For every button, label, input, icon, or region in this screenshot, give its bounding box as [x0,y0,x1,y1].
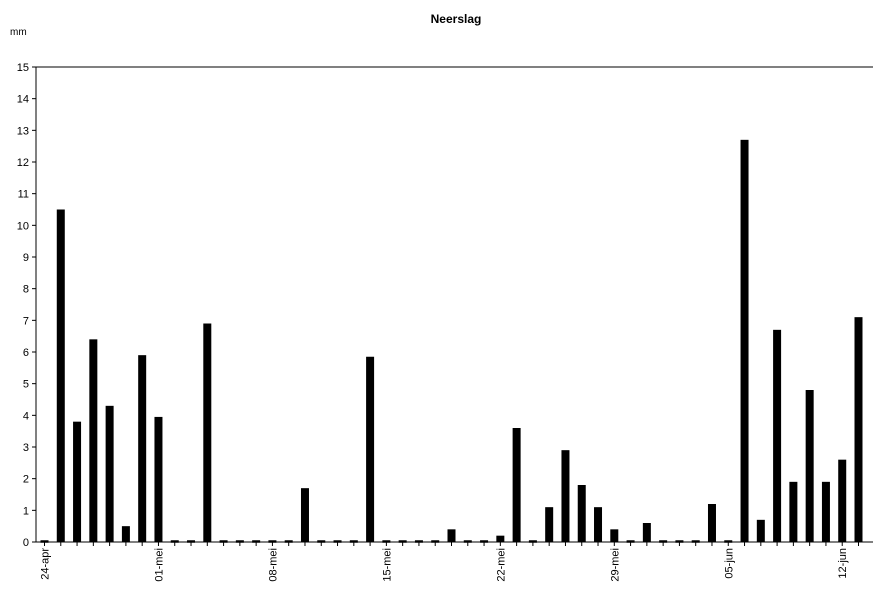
bar [577,485,586,542]
x-tick-label: 24-apr [40,548,52,580]
bar [805,390,814,542]
bar [154,416,163,542]
y-tick-label: 14 [17,94,29,106]
y-tick-label: 15 [17,62,29,74]
bar [854,317,863,542]
bar [105,405,114,542]
x-tick-label: 29-mei [609,548,621,582]
y-tick-label: 10 [17,220,29,232]
bar [138,355,147,542]
y-tick-label: 0 [23,537,29,549]
y-tick-label: 9 [23,252,29,264]
y-axis-unit-label: mm [10,27,27,38]
bar [610,529,619,542]
y-tick-label: 6 [23,347,29,359]
bar [203,323,212,542]
y-tick-label: 11 [18,189,29,201]
y-tick-label: 2 [23,474,29,486]
bar [73,421,82,542]
bar [496,535,505,542]
x-tick-label: 15-mei [381,548,393,582]
bar [561,450,570,542]
x-tick-label: 08-mei [267,548,279,582]
bar [56,209,65,542]
y-tick-label: 12 [17,157,29,169]
bar [821,481,830,542]
bar [594,507,603,542]
y-tick-label: 8 [23,284,29,296]
bar [366,356,375,542]
bar [300,488,309,542]
bar-series [56,139,863,543]
chart-title: Neerslag [431,12,482,26]
bar [89,339,98,542]
bar [789,481,798,542]
y-tick-label: 4 [23,410,29,422]
bar [740,139,749,543]
y-tick-label: 13 [17,125,29,137]
y-tick-label: 1 [23,505,29,517]
axes [35,66,873,543]
bar [707,504,716,542]
x-axis-ticks: 24-apr 01-mei 08-mei 15-mei 22-mei 29-mei 05-j… [40,542,859,582]
bar [838,459,847,542]
x-tick-label: 22-mei [495,548,507,582]
bar [512,428,521,542]
bar [447,529,456,542]
y-tick-label: 3 [23,442,29,454]
bar [121,526,130,542]
x-tick-label: 05-jun [723,548,735,579]
bar [642,523,651,542]
bar [773,329,782,542]
bar [545,507,554,542]
y-tick-label: 5 [23,379,29,391]
bar [756,519,765,542]
y-tick-label: 7 [23,315,29,327]
x-tick-label: 01-mei [153,548,165,582]
x-tick-label: 12-jun [837,548,849,579]
